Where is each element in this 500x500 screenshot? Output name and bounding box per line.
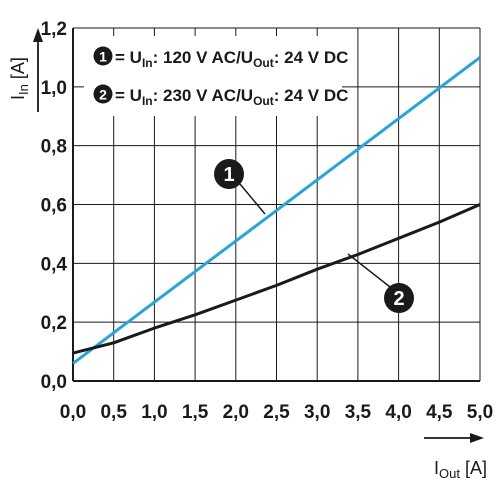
x-tick-label: 3,5 xyxy=(345,402,372,423)
y-tick-label: 0,2 xyxy=(41,313,67,334)
legend-marker-2-icon xyxy=(93,84,113,104)
callout-marker-1-icon xyxy=(214,159,244,189)
x-tick-label: 1,0 xyxy=(141,402,167,423)
x-tick-label: 2,0 xyxy=(223,402,249,423)
series-line-1 xyxy=(72,56,481,365)
y-tick-label: 1,0 xyxy=(41,78,67,99)
legend-text-1: = UIn: 120 V AC/UOut: 24 V DC xyxy=(115,48,348,70)
x-axis-arrow-icon xyxy=(470,433,484,443)
series-line-2 xyxy=(72,203,481,355)
y-axis-arrow-icon xyxy=(33,28,43,42)
callout-leader-1 xyxy=(239,183,266,215)
x-axis-label: IOut [A] xyxy=(434,458,487,481)
x-tick-label: 0,0 xyxy=(60,402,86,423)
y-tick-label: 0,0 xyxy=(41,372,67,393)
svg-text:IIn [A]: IIn [A] xyxy=(8,57,31,100)
callout-marker-1-label: 1 xyxy=(223,164,234,186)
legend-entry-1: 1 = UIn: 120 V AC/UOut: 24 V DC xyxy=(93,46,348,70)
x-tick-label: 0,5 xyxy=(100,402,127,423)
legend: 1 = UIn: 120 V AC/UOut: 24 V DC 2 = UIn:… xyxy=(84,36,348,116)
series-callouts: 1 2 xyxy=(214,159,414,313)
tick-labels: 0,0 0,5 1,0 1,5 2,0 2,5 3,0 3,5 4,0 4,5 5,0 0,0 0,2 0… xyxy=(41,19,494,423)
legend-marker-1-label: 1 xyxy=(99,49,107,65)
series-layer xyxy=(72,56,481,365)
x-tick-label: 5,0 xyxy=(467,402,493,423)
legend-marker-1-icon xyxy=(93,46,113,66)
y-tick-label: 0,8 xyxy=(41,137,67,158)
y-tick-label: 0,4 xyxy=(41,254,68,275)
x-tick-label: 3,0 xyxy=(304,402,330,423)
legend-box xyxy=(84,36,342,116)
y-tick-label: 1,2 xyxy=(41,19,67,40)
axes xyxy=(72,28,480,382)
y-tick-label: 0,6 xyxy=(41,196,67,217)
axis-labels: IIn [A] IOut [A] xyxy=(8,28,487,481)
legend-entry-2: 2 = UIn: 230 V AC/UOut: 24 V DC xyxy=(93,84,348,108)
legend-text-2: = UIn: 230 V AC/UOut: 24 V DC xyxy=(115,86,348,108)
callout-marker-2-label: 2 xyxy=(393,288,404,310)
callout-marker-2-icon xyxy=(384,283,414,313)
y-axis-label: IIn [A] xyxy=(8,57,31,100)
callout-leader-2 xyxy=(347,253,391,288)
legend-marker-2-label: 2 xyxy=(99,87,107,103)
x-tick-label: 2,5 xyxy=(263,402,290,423)
x-tick-label: 1,5 xyxy=(182,402,209,423)
x-tick-label: 4,0 xyxy=(385,402,411,423)
x-tick-label: 4,5 xyxy=(426,402,453,423)
